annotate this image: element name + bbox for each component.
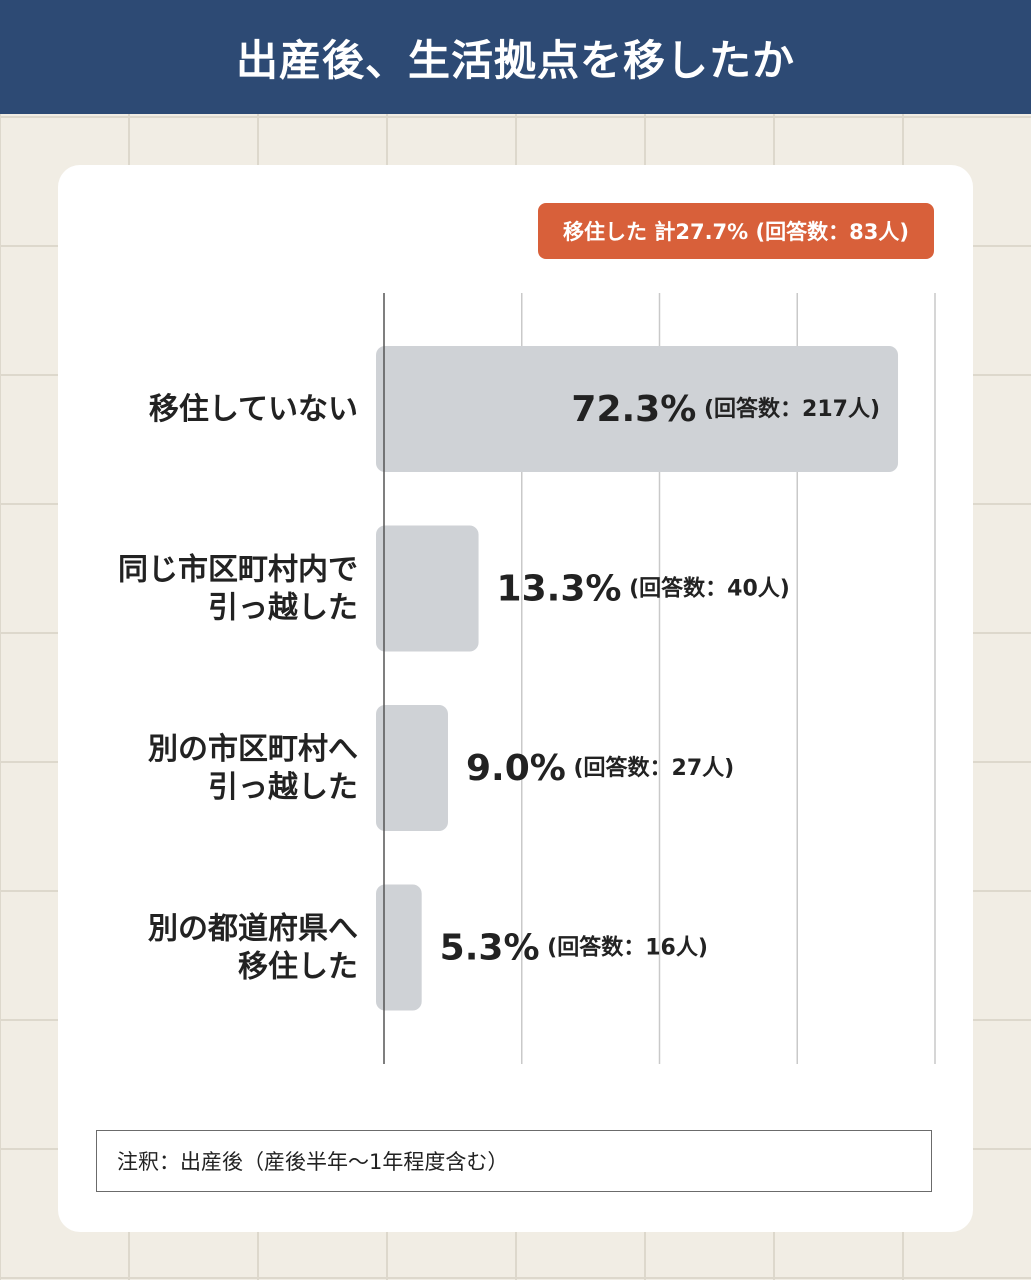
value-label: 13.3% (回答数：40人) — [497, 568, 790, 609]
footnote-box: 注釈：出産後（産後半年〜1年程度含む） — [96, 1130, 932, 1192]
chart-card: 移住した 計27.7% (回答数：83人) 移住していない 72.3% (回答数：… — [58, 165, 973, 1232]
category-label: 別の市区町村へ引っ越した — [148, 732, 358, 805]
bar-chart: 移住していない 72.3% (回答数：217人) 同じ市区町村内で引っ越した 13.3… — [118, 293, 936, 1064]
total-badge: 移住した 計27.7% (回答数：83人) — [538, 203, 934, 259]
bar — [376, 884, 422, 1011]
category-label: 別の都道府県へ移住した — [148, 911, 358, 984]
bar — [376, 525, 479, 652]
value-label: 72.3% (回答数：217人) — [571, 389, 880, 430]
page-title: 出産後、生活拠点を移したか — [235, 35, 795, 85]
category-label: 同じ市区町村内で引っ越した — [118, 552, 358, 625]
footnote-text: 注釈：出産後（産後半年〜1年程度含む） — [117, 1150, 509, 1174]
value-label: 5.3% (回答数：16人) — [440, 927, 708, 968]
value-label: 9.0% (回答数：27人) — [466, 748, 734, 789]
bar — [376, 705, 448, 831]
bar — [376, 346, 899, 472]
header-bar: 出産後、生活拠点を移したか — [0, 0, 1031, 114]
category-label: 移住していない — [149, 392, 358, 427]
